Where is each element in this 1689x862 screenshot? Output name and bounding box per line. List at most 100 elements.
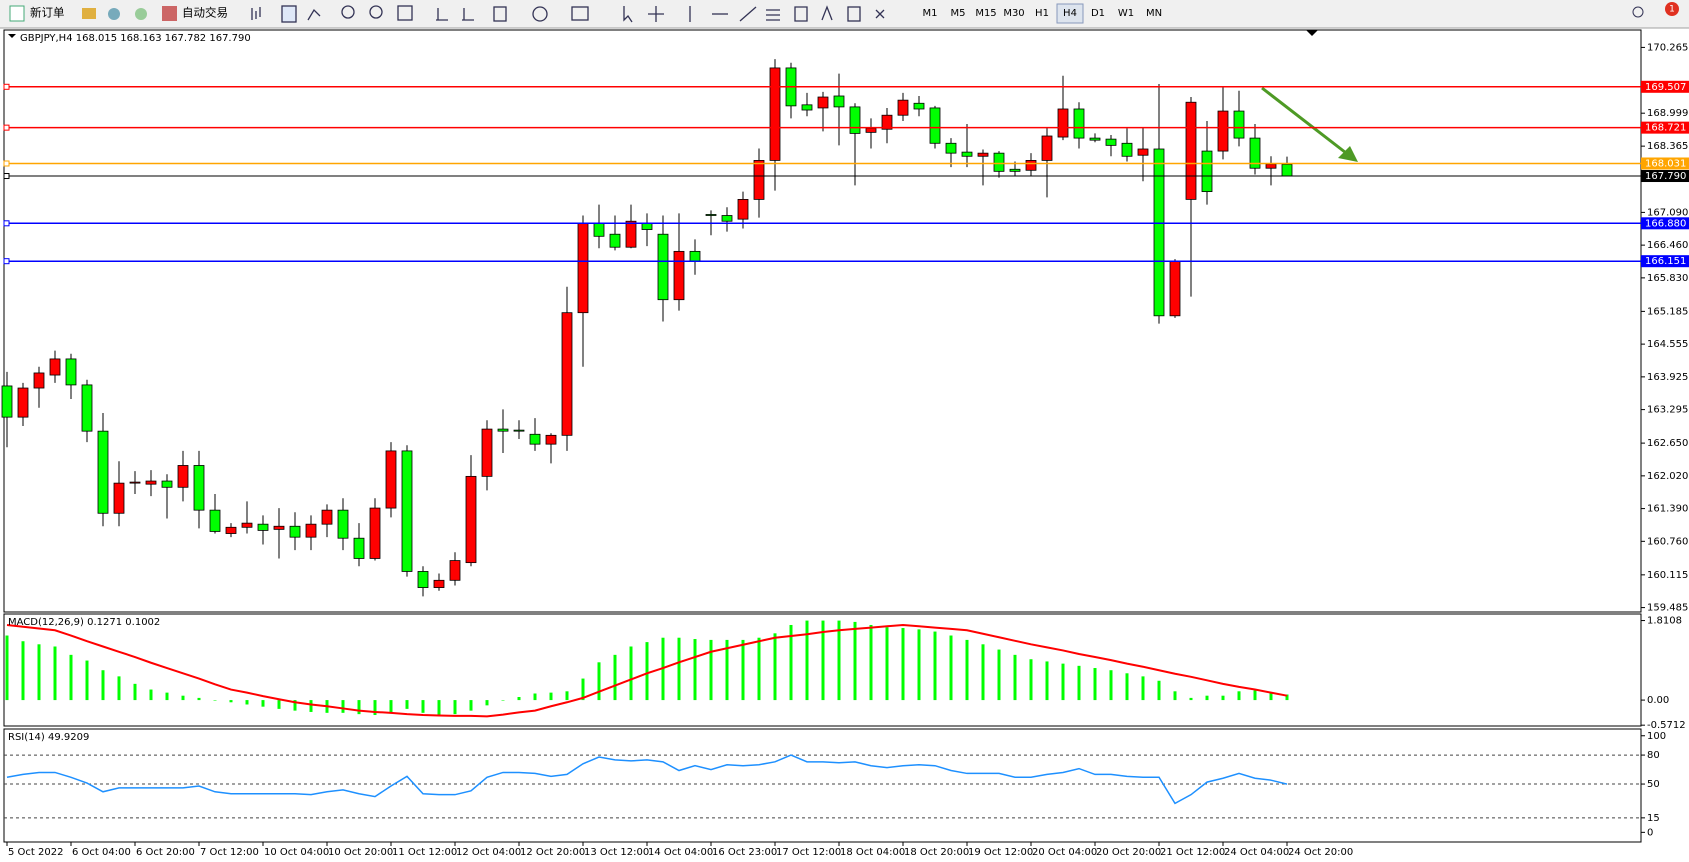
candle-body xyxy=(81,384,93,432)
candle-body xyxy=(545,434,557,445)
candle-body xyxy=(1265,163,1277,169)
auto-trading-icon[interactable] xyxy=(162,6,177,21)
macd-histogram-bar xyxy=(501,700,505,701)
macd-histogram-bar xyxy=(1045,661,1049,701)
icon[interactable] xyxy=(108,8,120,20)
new-order-button[interactable]: 新订单 xyxy=(30,6,65,20)
candle-body xyxy=(289,525,301,538)
candle-body xyxy=(657,233,669,301)
channel-icon[interactable] xyxy=(766,9,780,21)
candle-body xyxy=(1249,137,1261,169)
candle-body xyxy=(481,428,493,477)
crosshair-icon[interactable] xyxy=(648,6,664,22)
macd-histogram-bar xyxy=(1109,670,1113,701)
y-tick-label: 159.485 xyxy=(1647,603,1688,614)
candle-body xyxy=(801,104,813,111)
candle-body xyxy=(225,526,237,534)
macd-histogram-bar xyxy=(1221,695,1225,701)
zoom-out-icon[interactable] xyxy=(369,5,383,19)
panel-frame xyxy=(3,728,1642,843)
candle-body xyxy=(1073,108,1085,139)
candle-body xyxy=(945,142,957,154)
macd-histogram-bar xyxy=(917,629,921,701)
new-order-icon[interactable] xyxy=(9,5,25,22)
annotation-arrowhead xyxy=(1338,146,1358,162)
y-tick-label: 162.020 xyxy=(1647,471,1688,482)
y-tick-label: 160.115 xyxy=(1647,570,1688,581)
shift-icon[interactable] xyxy=(462,8,474,21)
timeframe-button[interactable]: W1 xyxy=(1118,8,1134,19)
macd-histogram-bar xyxy=(261,700,265,707)
price-level-tag xyxy=(1641,121,1689,134)
candle-body xyxy=(209,509,221,532)
candle-body xyxy=(33,372,45,389)
candle-body xyxy=(577,222,589,314)
candle-body xyxy=(369,507,381,559)
macd-histogram-bar xyxy=(1125,673,1129,701)
timeframe-button[interactable]: MN xyxy=(1146,8,1162,19)
macd-histogram-bar xyxy=(581,678,585,701)
timeframe-button[interactable]: M15 xyxy=(975,8,996,19)
macd-histogram-bar xyxy=(1029,659,1033,701)
zoom-in-icon[interactable] xyxy=(341,5,355,19)
macd-histogram-bar xyxy=(885,627,889,701)
candle-body xyxy=(241,522,253,528)
price-level-handle xyxy=(3,258,10,265)
y-tick-label: 165.830 xyxy=(1647,273,1688,284)
templates-icon[interactable] xyxy=(571,6,589,21)
x-tick-label: 11 Oct 12:00 xyxy=(392,847,457,858)
auto-trading-button[interactable]: 自动交易 xyxy=(182,6,228,20)
macd-histogram-bar xyxy=(677,637,681,701)
timeframe-button[interactable]: H4 xyxy=(1063,8,1077,19)
cursor-icon[interactable] xyxy=(623,6,633,23)
periods-icon[interactable] xyxy=(532,6,548,22)
candle-body xyxy=(1025,160,1037,171)
timeframe-button[interactable]: M5 xyxy=(951,8,966,19)
shift-marker xyxy=(1306,30,1318,36)
notification-count[interactable]: 1 xyxy=(1669,5,1675,15)
search-icon[interactable] xyxy=(1632,6,1644,18)
timeframe-button[interactable]: H1 xyxy=(1035,8,1049,19)
bar-chart-icon[interactable] xyxy=(251,7,261,20)
icon[interactable] xyxy=(82,8,96,19)
macd-histogram-bar xyxy=(1189,697,1193,701)
macd-histogram-bar xyxy=(469,700,473,711)
timeframe-button[interactable]: D1 xyxy=(1091,8,1105,19)
candle-body xyxy=(49,358,61,376)
icon[interactable] xyxy=(135,8,147,20)
candle-body xyxy=(769,67,781,161)
panel-title: GBPJPY,H4 168.015 168.163 167.782 167.79… xyxy=(20,33,251,44)
candle-body xyxy=(321,509,333,525)
timeframe-button[interactable]: M1 xyxy=(923,8,938,19)
y-tick-label: 164.555 xyxy=(1647,339,1688,350)
tile-icon[interactable] xyxy=(397,5,413,21)
label-icon[interactable] xyxy=(847,6,861,22)
macd-histogram-bar xyxy=(229,700,233,703)
candle-body xyxy=(1009,168,1021,172)
candle-body xyxy=(689,250,701,262)
line-chart-icon[interactable] xyxy=(307,8,321,21)
arrows-icon[interactable] xyxy=(875,9,885,19)
trendline-icon[interactable] xyxy=(739,6,757,22)
indicators-icon[interactable] xyxy=(493,6,507,22)
text-icon[interactable] xyxy=(821,5,833,21)
candle-body xyxy=(417,571,429,588)
y-tick-label: 100 xyxy=(1647,731,1666,742)
macd-histogram-bar xyxy=(341,700,345,713)
fibo-icon[interactable] xyxy=(794,6,808,22)
x-tick-label: 14 Oct 04:00 xyxy=(648,847,713,858)
candle-chart-icon[interactable] xyxy=(281,5,297,23)
candle-body xyxy=(161,480,173,488)
notification-badge[interactable] xyxy=(1665,2,1679,16)
macd-histogram-bar xyxy=(981,644,985,701)
candle-body xyxy=(753,160,765,200)
price-level-label: 166.880 xyxy=(1645,218,1686,229)
scroll-icon[interactable] xyxy=(436,8,448,21)
timeframe-button[interactable]: M30 xyxy=(1003,8,1024,19)
price-level-handle xyxy=(3,124,10,131)
candle-body xyxy=(961,151,973,157)
price-level-tag xyxy=(1641,217,1689,230)
candle-body xyxy=(1,385,13,418)
